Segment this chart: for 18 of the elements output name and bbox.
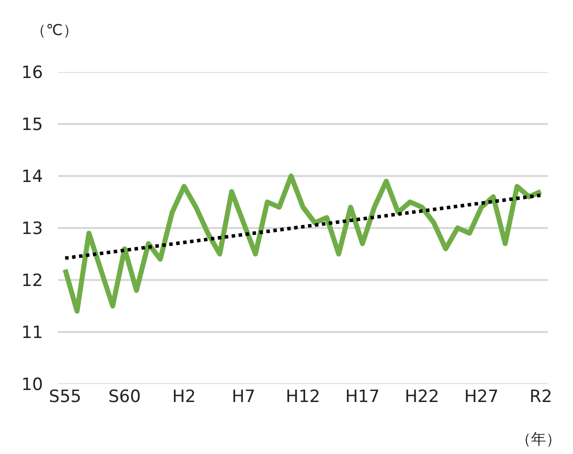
x-tick-label: H2 bbox=[172, 387, 196, 407]
x-tick-label: S60 bbox=[108, 387, 141, 407]
y-tick-label: 10 bbox=[21, 374, 43, 395]
y-tick-label: 12 bbox=[21, 270, 43, 291]
y-tick-label: 13 bbox=[21, 218, 43, 239]
x-tick-label: H22 bbox=[404, 387, 440, 407]
x-tick-label: H7 bbox=[232, 387, 256, 407]
y-tick-label: 16 bbox=[21, 62, 43, 83]
x-tick-label: S55 bbox=[48, 387, 82, 407]
x-tick-label: R2 bbox=[530, 387, 552, 407]
x-axis-title: （年） bbox=[516, 430, 561, 448]
y-tick-label: 14 bbox=[21, 166, 43, 187]
x-tick-label: H12 bbox=[286, 387, 320, 407]
x-tick-label: H27 bbox=[464, 387, 499, 407]
y-tick-label: 11 bbox=[21, 322, 43, 343]
y-tick-label: 15 bbox=[21, 114, 43, 135]
x-tick-label: H17 bbox=[345, 387, 380, 407]
y-axis-title: （℃） bbox=[31, 21, 78, 39]
